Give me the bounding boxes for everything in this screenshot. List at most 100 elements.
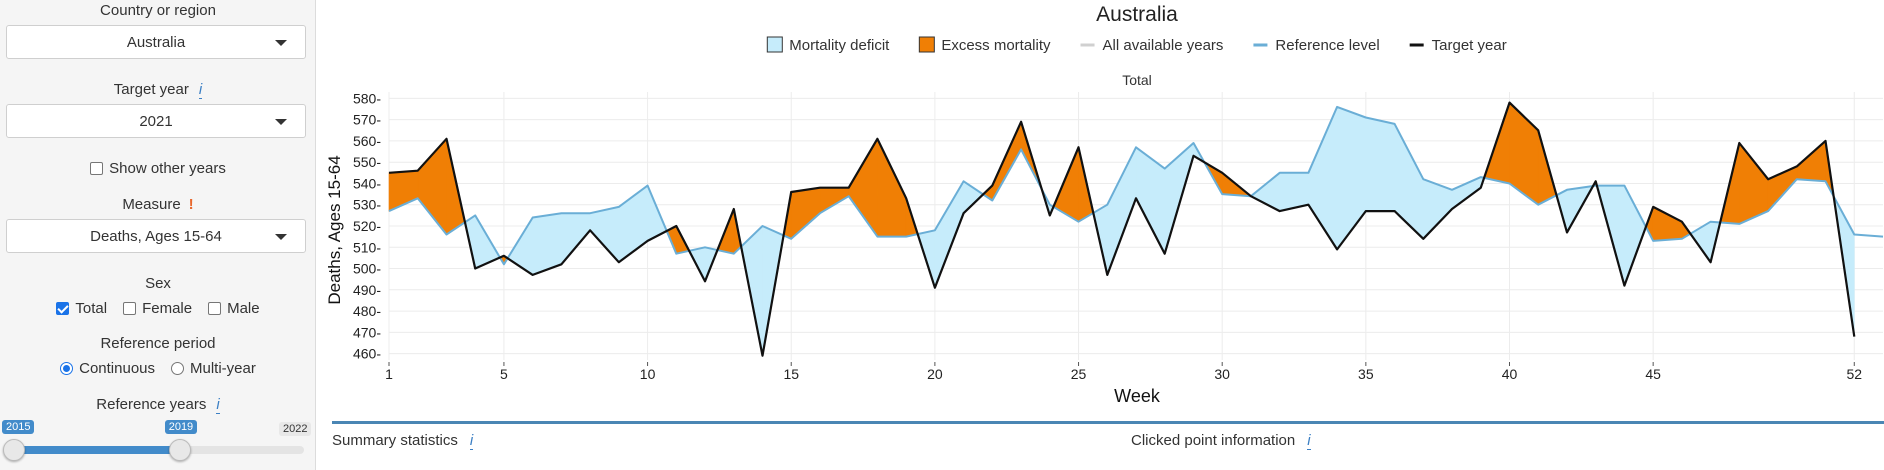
excess-area	[1739, 142, 1769, 225]
mortality-chart[interactable]: Australia Mortality deficit Excess mortal…	[317, 0, 1884, 410]
x-tick-label: 40	[1502, 366, 1518, 382]
x-tick-label: 1	[385, 366, 393, 382]
reference-period-label: Reference period	[100, 335, 216, 352]
y-tick-label: 530-	[353, 197, 381, 213]
legend-label: Excess mortality	[941, 37, 1051, 54]
y-tick-label: 520-	[353, 218, 381, 234]
target-year-select[interactable]: 2021	[6, 104, 306, 138]
x-tick-label: 15	[783, 366, 799, 382]
legend-swatch	[918, 36, 935, 53]
sidebar: Country or region Australia Target year i…	[0, 0, 316, 470]
y-tick-label: 580-	[353, 90, 381, 106]
deficit-area	[1451, 176, 1482, 210]
x-tick-label: 52	[1846, 366, 1862, 382]
measure-select[interactable]: Deaths, Ages 15-64	[6, 219, 306, 253]
target-year-label: Target year i	[113, 81, 203, 99]
y-tick-label: 470-	[353, 324, 381, 340]
legend-item: Excess mortality	[918, 36, 1051, 54]
chevron-down-icon	[275, 40, 287, 46]
warning-icon[interactable]: !	[188, 196, 194, 213]
y-tick-label: 570-	[353, 112, 381, 128]
excess-area	[848, 137, 878, 238]
deficit-area	[1365, 117, 1395, 212]
y-tick-label: 550-	[353, 154, 381, 170]
sex-option-female[interactable]: Female	[123, 300, 192, 317]
info-icon[interactable]: i	[216, 396, 220, 414]
x-tick-label: 20	[927, 366, 943, 382]
show-other-years-checkbox[interactable]	[90, 162, 104, 175]
sex-male-checkbox[interactable]	[208, 302, 222, 315]
country-select[interactable]: Australia	[6, 25, 306, 59]
y-tick-label: 510-	[353, 239, 381, 255]
measure-select-value: Deaths, Ages 15-64	[90, 227, 222, 245]
y-axis-label: Deaths, Ages 15-64	[325, 155, 344, 304]
x-tick-label: 25	[1071, 366, 1087, 382]
deficit-area	[1135, 146, 1166, 254]
chart-legend: Mortality deficit Excess mortality All ava…	[766, 36, 1507, 54]
show-other-years-row[interactable]: Show other years	[0, 160, 316, 177]
sex-options: Total Female Male	[0, 300, 316, 317]
slider-to-label: 2019	[164, 420, 198, 434]
legend-item: Reference level	[1253, 37, 1380, 54]
x-tick-label: 45	[1645, 366, 1661, 382]
sex-label: Sex	[145, 275, 171, 292]
deficit-area	[561, 212, 591, 266]
legend-item: Target year	[1409, 37, 1507, 54]
reference-period-options: Continuous Multi-year	[0, 360, 316, 377]
country-select-value: Australia	[126, 33, 186, 51]
info-icon[interactable]: i	[1307, 432, 1311, 450]
legend-label: All available years	[1103, 37, 1224, 54]
info-icon[interactable]: i	[469, 432, 474, 450]
y-tick-label: 460-	[353, 346, 381, 362]
reference-period-multi-year[interactable]: Multi-year	[171, 360, 256, 377]
excess-area	[790, 187, 821, 240]
main-panel: Australia Mortality deficit Excess mortal…	[317, 0, 1884, 470]
show-other-years-label: Show other years	[109, 160, 226, 177]
chart-lines	[388, 101, 1884, 357]
legend-label: Target year	[1432, 37, 1507, 54]
info-icon[interactable]: i	[198, 81, 203, 99]
sex-option-male[interactable]: Male	[208, 300, 260, 317]
y-tick-label: 500-	[353, 261, 381, 277]
section-divider	[332, 421, 1884, 424]
sex-option-total[interactable]: Total	[56, 300, 107, 317]
y-tick-label: 490-	[353, 282, 381, 298]
multi-year-radio[interactable]	[171, 362, 185, 375]
slider-min-label: 2015	[2, 420, 35, 434]
legend-swatch	[766, 36, 783, 53]
y-tick-label: 560-	[353, 133, 381, 149]
excess-area	[819, 187, 849, 214]
summary-statistics-section[interactable]: Summary statistics i	[332, 432, 474, 450]
reference-level-line	[388, 105, 1884, 266]
excess-area	[1652, 206, 1683, 242]
reference-period-continuous[interactable]: Continuous	[60, 360, 155, 377]
x-tick-label: 5	[500, 366, 508, 382]
x-tick-label: 10	[640, 366, 656, 382]
x-axis-label: Week	[1114, 386, 1161, 406]
legend-item: All available years	[1080, 37, 1224, 54]
continuous-radio[interactable]	[60, 362, 74, 375]
legend-label: Reference level	[1275, 37, 1379, 54]
x-tick-label: 30	[1214, 366, 1230, 382]
chart-subtitle: Total	[1122, 72, 1152, 88]
y-tick-label: 480-	[353, 303, 381, 319]
chart-axes: 460- 470- 480- 490- 500- 510- 520- 530- 540- 550-…	[353, 90, 1862, 382]
country-label: Country or region	[100, 2, 216, 19]
slider-to-handle[interactable]	[168, 439, 191, 461]
clicked-point-section[interactable]: Clicked point information i	[1131, 432, 1311, 450]
chevron-down-icon	[275, 119, 287, 125]
chart-title: Australia	[1096, 3, 1178, 26]
slider-selected-range	[14, 446, 180, 454]
sex-total-checkbox[interactable]	[56, 302, 70, 315]
sex-female-checkbox[interactable]	[123, 302, 137, 315]
slider-from-handle[interactable]	[3, 439, 25, 461]
target-year-line	[388, 101, 1856, 357]
slider-max-label: 2022	[279, 422, 312, 436]
reference-years-slider[interactable]: 2015 2019 2022	[0, 420, 316, 470]
y-tick-label: 540-	[353, 175, 381, 191]
x-tick-label: 35	[1358, 366, 1374, 382]
legend-item: Mortality deficit	[766, 36, 890, 54]
measure-label: Measure!	[122, 196, 194, 213]
chevron-down-icon	[275, 234, 287, 240]
target-year-select-value: 2021	[139, 112, 173, 130]
